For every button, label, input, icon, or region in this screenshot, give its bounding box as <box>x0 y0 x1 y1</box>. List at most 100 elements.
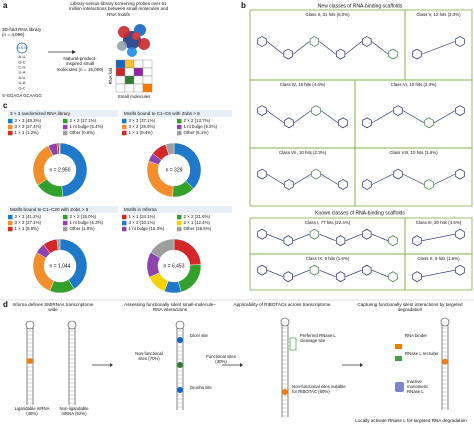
structure-ring <box>284 117 294 129</box>
structure-ring <box>455 264 465 276</box>
component-label: RNA binder <box>405 333 427 338</box>
donut-slice <box>173 238 202 266</box>
legend-swatch <box>63 220 68 226</box>
donut-slice <box>165 142 175 156</box>
bond <box>421 233 456 241</box>
legend-swatch <box>8 124 13 130</box>
grid-cell <box>115 83 126 93</box>
base-pair: U-A <box>19 70 26 75</box>
legend-swatch <box>8 226 13 232</box>
structure-ring <box>362 228 372 240</box>
structure-ring <box>388 48 398 60</box>
binding-site <box>282 389 288 395</box>
base-pair: C-G <box>18 64 25 69</box>
legend-label: 2 × 2 (17.1%) <box>70 118 97 123</box>
chart-title: Motifs in Inforna <box>124 207 157 212</box>
structure-ring <box>412 235 422 247</box>
legend-swatch <box>63 124 68 130</box>
class-label: Class III, 20 hits (4.5%) <box>416 220 462 225</box>
section-heading: Known classes of RNA-binding scaffolds <box>315 210 405 216</box>
legend-label: 3 × 3 (41.2%) <box>15 214 42 219</box>
structure-ring <box>362 179 372 190</box>
bond <box>293 173 312 185</box>
donut-slice <box>150 238 175 259</box>
arrowhead <box>72 50 76 54</box>
structure-ring <box>309 264 320 276</box>
bond <box>319 233 336 241</box>
donut-slice <box>173 142 202 189</box>
legend-swatch <box>177 214 182 220</box>
hairpin-loop-label: N N N <box>17 46 27 50</box>
chart-title-bg <box>8 206 118 213</box>
legend-swatch <box>177 130 182 136</box>
legend-swatch <box>122 220 127 226</box>
bond <box>320 173 339 185</box>
base-pair: A-U <box>19 75 26 80</box>
bond <box>266 269 284 277</box>
donut-center: n = 329 <box>166 167 183 173</box>
legend-label: 1 nt bulge (15.3%) <box>129 226 165 231</box>
grid-cell <box>115 59 126 69</box>
step-heading: Inforna defines SMIRNAs transcriptome wi… <box>12 302 94 313</box>
structure-ring <box>257 228 267 240</box>
grid-cell <box>142 59 153 69</box>
legend-label: Other (5.1%) <box>184 130 210 135</box>
base-pair: G-C <box>18 59 25 64</box>
legend-label: 1 × 1 (1.2%) <box>15 130 40 135</box>
binding-site <box>177 387 183 393</box>
grid-cell <box>133 67 144 77</box>
legend-label: 3 × 2 (27.1%) <box>15 220 42 225</box>
structure-ring <box>257 105 267 117</box>
legend-label: 3 × 3 (48.3%) <box>15 118 42 123</box>
bond <box>421 269 456 277</box>
bond <box>371 173 394 185</box>
structure-ring <box>412 271 422 283</box>
legend-swatch <box>8 118 13 124</box>
panel-letter: a <box>3 1 8 10</box>
legend-label: 1 nt bulge (5.2%) <box>184 124 218 129</box>
bond <box>266 233 284 241</box>
legend-label: 3 × 2 (29.5%) <box>129 124 156 129</box>
structure-ring <box>455 228 465 240</box>
hairpin-loop <box>440 317 450 327</box>
legend-swatch <box>8 130 13 136</box>
grid-cell <box>124 83 135 93</box>
bond <box>345 233 362 241</box>
step-heading: Assessing functionally silent small-mole… <box>124 302 216 313</box>
legend-label: 2 × 2 (15.0%) <box>70 214 97 219</box>
hairpin-loop <box>16 42 28 54</box>
bond <box>266 110 285 124</box>
bond <box>371 233 389 241</box>
legend-swatch <box>8 220 13 226</box>
legend-label: 3 × 3 (10.1%) <box>129 220 156 225</box>
bond <box>266 41 284 55</box>
structure-ring <box>335 271 346 283</box>
donut-slice <box>56 238 61 251</box>
molecule-atom <box>132 32 140 40</box>
hairpin-loop <box>25 320 35 330</box>
bond <box>371 110 394 124</box>
bond <box>345 269 362 277</box>
mrna-label: Non-ligandable mRNA (52%) <box>59 406 89 416</box>
structure-ring <box>455 36 465 47</box>
class-label: Class IV, 15 hits (4.4%) <box>280 82 326 87</box>
chart-title-bg <box>8 110 118 117</box>
legend-label: Other (0.6%) <box>70 130 96 135</box>
legend-swatch <box>63 214 68 220</box>
mrna-label: Ligandable mRNA (48%) <box>14 406 50 416</box>
bond <box>402 173 425 185</box>
molecule-atom <box>118 26 130 38</box>
legend-label: 1 × 1 (8.6%) <box>15 226 40 231</box>
grid-cell <box>133 83 144 93</box>
grid-cell <box>115 75 126 85</box>
hairpin-loop <box>175 320 185 330</box>
legend-label: 2 × 1 (12.4%) <box>184 220 211 225</box>
site-label: Functional sites (30%) <box>206 354 236 364</box>
structure-ring <box>362 117 372 129</box>
structure-ring <box>424 179 434 190</box>
structure-ring <box>283 48 293 60</box>
legend-label: 3 × 2 (27.4%) <box>15 124 42 129</box>
structure-ring <box>338 179 348 190</box>
chart-title: Motifs bound to C1–C20 with Zobs > 8 <box>10 207 89 212</box>
